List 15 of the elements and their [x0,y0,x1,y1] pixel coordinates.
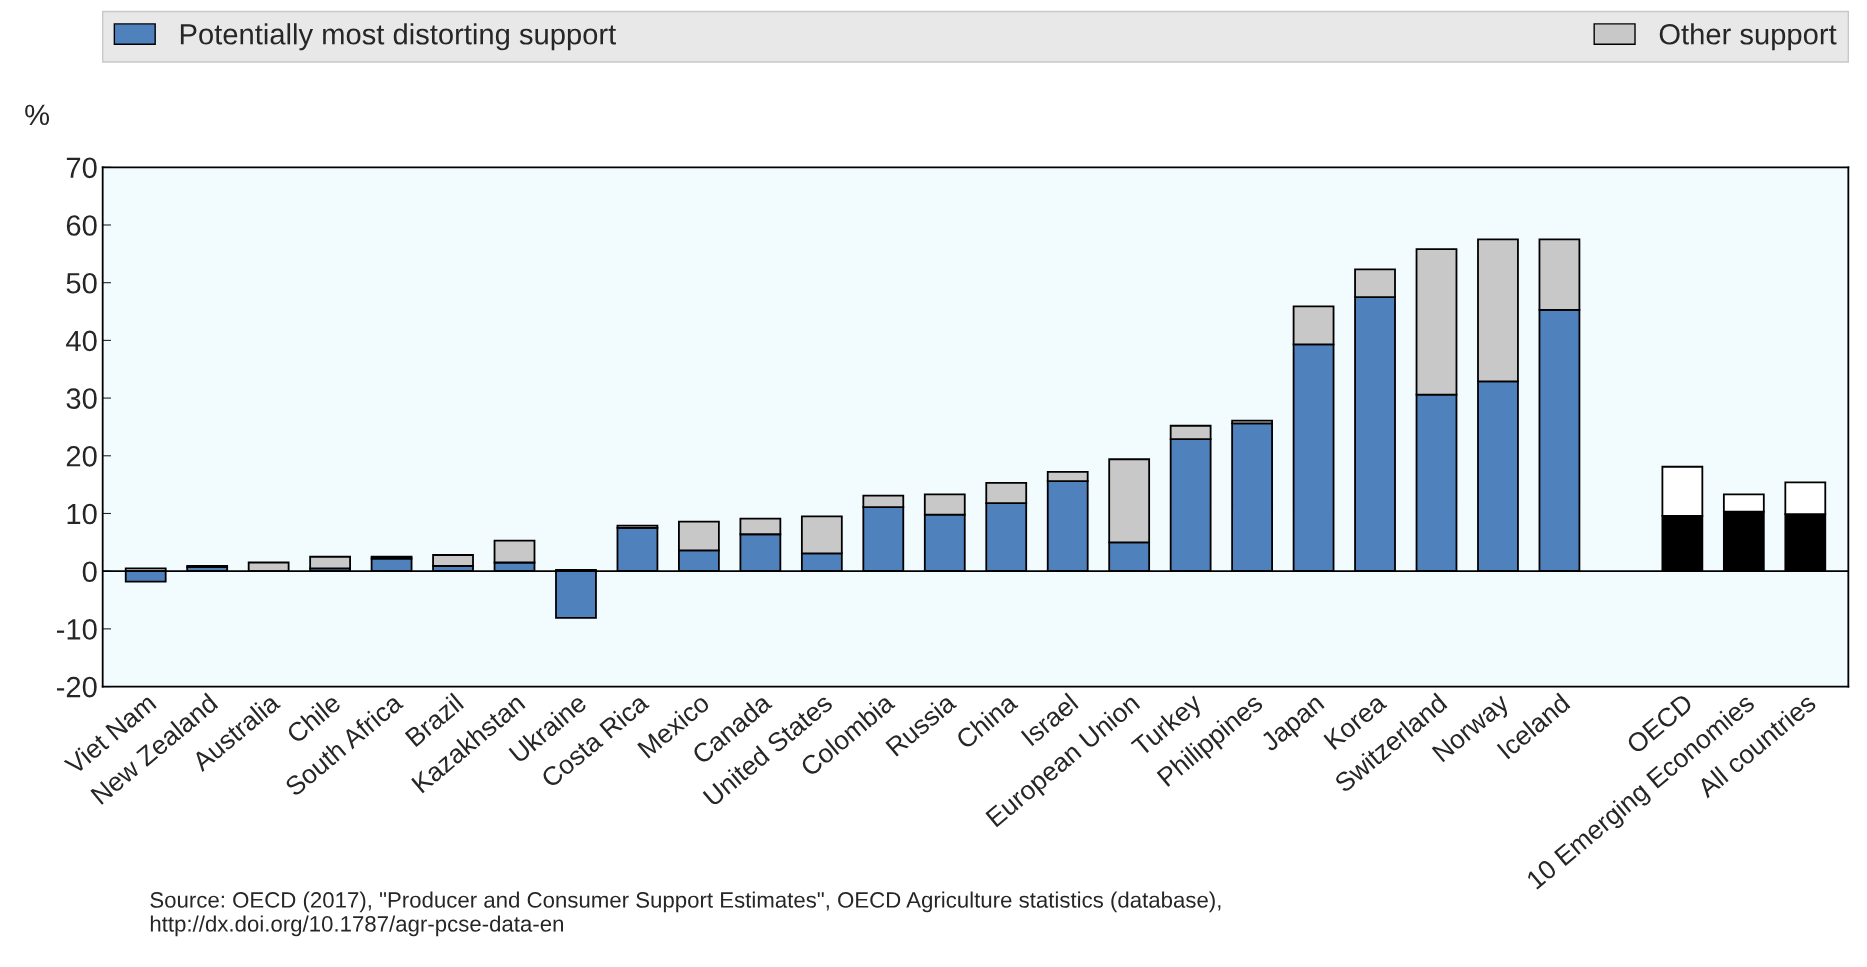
legend-label: Potentially most distorting support [180,23,617,51]
y-tick-label: 40 [66,330,97,352]
y-tick-label: 20 [66,445,97,467]
y-tick-label: 30 [66,388,97,409]
y-tick-label: -10 [56,619,97,640]
source-note: Source: OECD (2017), "Producer and Consumer Support Estimates", OECD Agriculture statistics (database), http://dx.doi.org/10.1787/agr-pcse-data-en [150,891,1221,937]
legend-label: Other support [1659,23,1837,51]
y-tick-label: 70 [66,157,97,179]
x-tick-label: Chile [285,692,342,745]
y-tick-label: 10 [67,503,97,525]
y-axis-title: % [25,104,50,126]
y-tick-label: 60 [66,215,97,236]
y-tick-label: 0 [82,561,97,583]
y-tick-label: 50 [66,272,97,294]
y-tick-label: -20 [56,676,97,698]
